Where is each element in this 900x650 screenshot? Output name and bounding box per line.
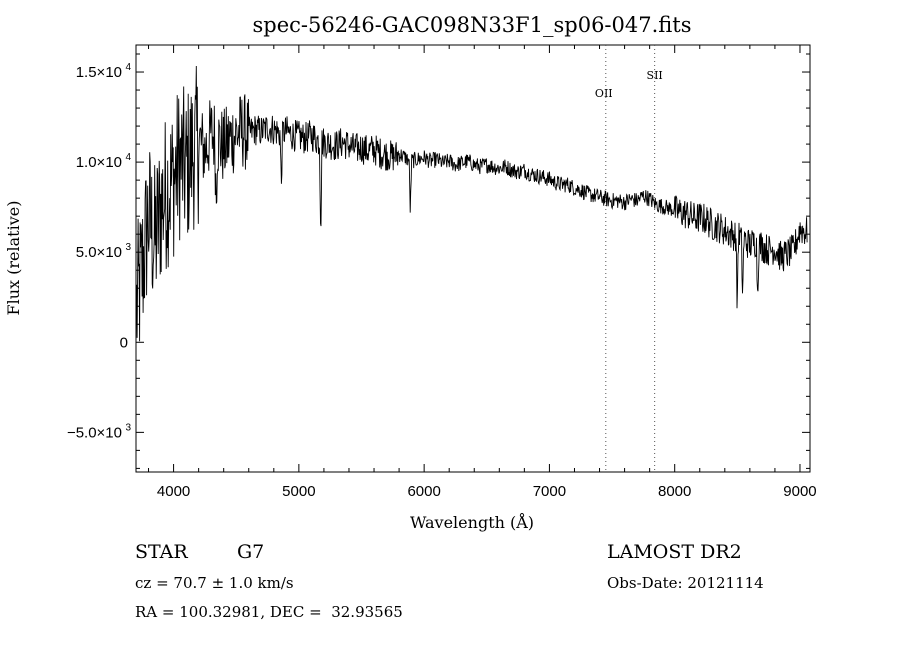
y-tick-label: 0 bbox=[120, 334, 128, 351]
plot-frame bbox=[135, 44, 811, 473]
x-tick-label: 5000 bbox=[282, 483, 315, 500]
feature-lines: OII SII bbox=[595, 45, 663, 472]
y-tick-label: 1.5×10 bbox=[76, 64, 122, 81]
redshift-velocity: cz = 70.7 ± 1.0 km/s bbox=[135, 574, 294, 592]
y-tick-label: −5.0×10 bbox=[67, 424, 122, 441]
object-subclass: G7 bbox=[237, 541, 265, 563]
y-axis-ticks: 1.5×10 41.0×10 45.0×10 30−5.0×10 3 bbox=[67, 53, 810, 469]
chart-title: spec-56246-GAC098N33F1_sp06-047.fits bbox=[252, 13, 691, 37]
x-tick-label: 4000 bbox=[157, 483, 190, 500]
y-tick-label: 5.0×10 bbox=[76, 244, 122, 261]
feature-label: SII bbox=[647, 69, 663, 82]
x-tick-label: 9000 bbox=[783, 483, 816, 500]
object-class: STAR bbox=[135, 541, 188, 563]
y-tick-exponent: 4 bbox=[125, 152, 131, 163]
y-axis-label: Flux (relative) bbox=[4, 201, 23, 316]
x-axis-label: Wavelength (Å) bbox=[410, 512, 534, 532]
x-tick-label: 7000 bbox=[533, 483, 566, 500]
y-tick-exponent: 3 bbox=[125, 242, 131, 253]
y-tick-exponent: 3 bbox=[125, 422, 131, 433]
survey-name: LAMOST DR2 bbox=[607, 541, 742, 563]
x-tick-label: 6000 bbox=[407, 483, 440, 500]
spectrum-series-line bbox=[136, 65, 808, 342]
feature-label: OII bbox=[595, 87, 613, 100]
observation-date: Obs-Date: 20121114 bbox=[607, 574, 764, 592]
y-tick-label: 1.0×10 bbox=[76, 154, 122, 171]
y-tick-exponent: 4 bbox=[125, 62, 131, 73]
ra-dec-coordinates: RA = 100.32981, DEC = 32.93565 bbox=[135, 603, 403, 621]
x-axis-ticks: 4000 5000 6000 7000 8000 9000 bbox=[148, 45, 817, 500]
x-tick-label: 8000 bbox=[658, 483, 691, 500]
